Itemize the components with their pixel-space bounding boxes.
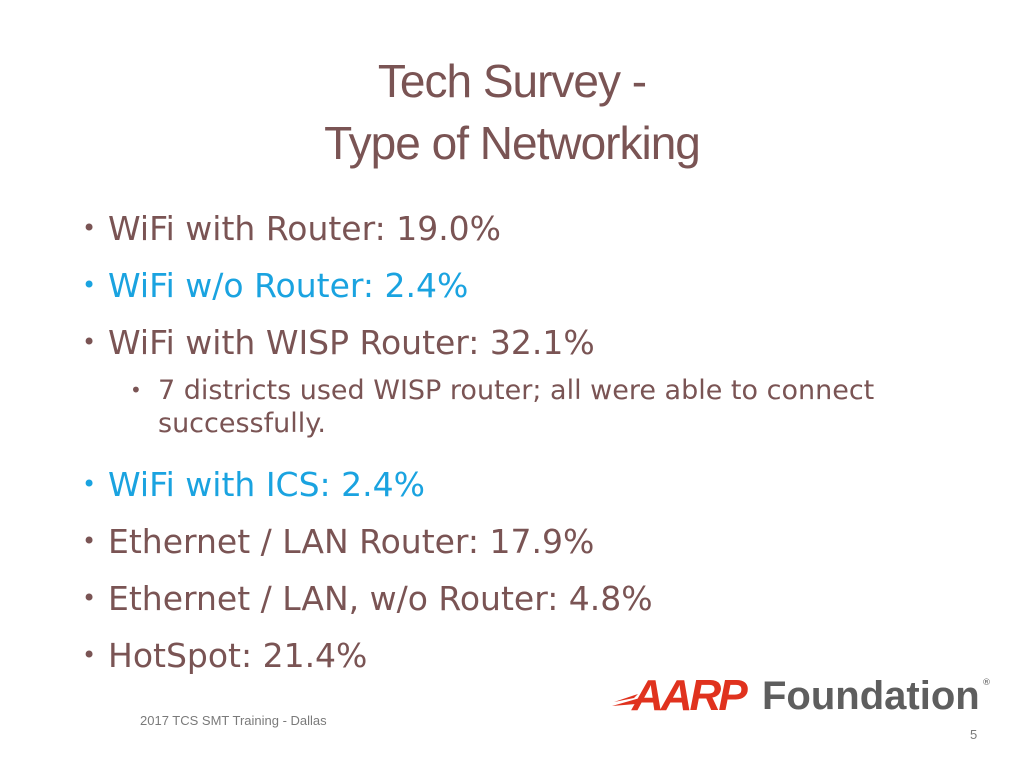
bullet-dot-icon: •	[82, 271, 97, 299]
bullet-text: WiFi with WISP Router: 32.1%	[108, 323, 595, 362]
bullet-text: WiFi with ICS: 2.4%	[108, 465, 425, 504]
sub-bullet-text: 7 districts used WISP router; all were a…	[158, 375, 875, 439]
bullet-dot-icon: •	[82, 328, 97, 356]
bullet-dot-icon: •	[82, 584, 97, 612]
title-line-2: Type of Networking	[324, 117, 701, 169]
bullet-text: Ethernet / LAN, w/o Router: 4.8%	[108, 579, 653, 618]
logo-word: Foundation	[762, 674, 980, 718]
bullet-text: WiFi w/o Router: 2.4%	[108, 266, 469, 305]
bullet-hotspot: • HotSpot: 21.4%	[82, 635, 367, 676]
logo-registered-mark: ®	[982, 678, 991, 688]
bullet-text: WiFi with Router: 19.0%	[108, 209, 502, 248]
bullet-wifi-ics: • WiFi with ICS: 2.4%	[82, 464, 425, 505]
logo-swoosh-icon	[612, 694, 640, 706]
title-line-1: Tech Survey -	[377, 55, 647, 107]
sub-bullet-dot-icon: •	[130, 378, 142, 402]
page-number: 5	[970, 727, 978, 742]
bullet-dot-icon: •	[82, 470, 97, 498]
bullet-ethernet-router: • Ethernet / LAN Router: 17.9%	[82, 521, 594, 562]
sub-bullet-wisp-note: • 7 districts used WISP router; all were…	[130, 374, 970, 440]
bullet-wifi-wisp-router: • WiFi with WISP Router: 32.1%	[82, 322, 595, 363]
slide-title: Tech Survey - Type of Networking	[0, 50, 1024, 174]
bullet-dot-icon: •	[82, 527, 97, 555]
slide-footer: 2017 TCS SMT Training - Dallas	[140, 713, 327, 728]
bullet-wifi-no-router: • WiFi w/o Router: 2.4%	[82, 265, 468, 306]
bullet-dot-icon: •	[82, 214, 97, 242]
aarp-foundation-logo: AARP Foundation ®	[610, 671, 991, 720]
logo-brand: AARP	[632, 671, 748, 720]
bullet-ethernet-no-router: • Ethernet / LAN, w/o Router: 4.8%	[82, 578, 653, 619]
bullet-wifi-router: • WiFi with Router: 19.0%	[82, 208, 501, 249]
bullet-text: HotSpot: 21.4%	[108, 636, 368, 675]
bullet-text: Ethernet / LAN Router: 17.9%	[108, 522, 595, 561]
bullet-dot-icon: •	[82, 641, 97, 669]
